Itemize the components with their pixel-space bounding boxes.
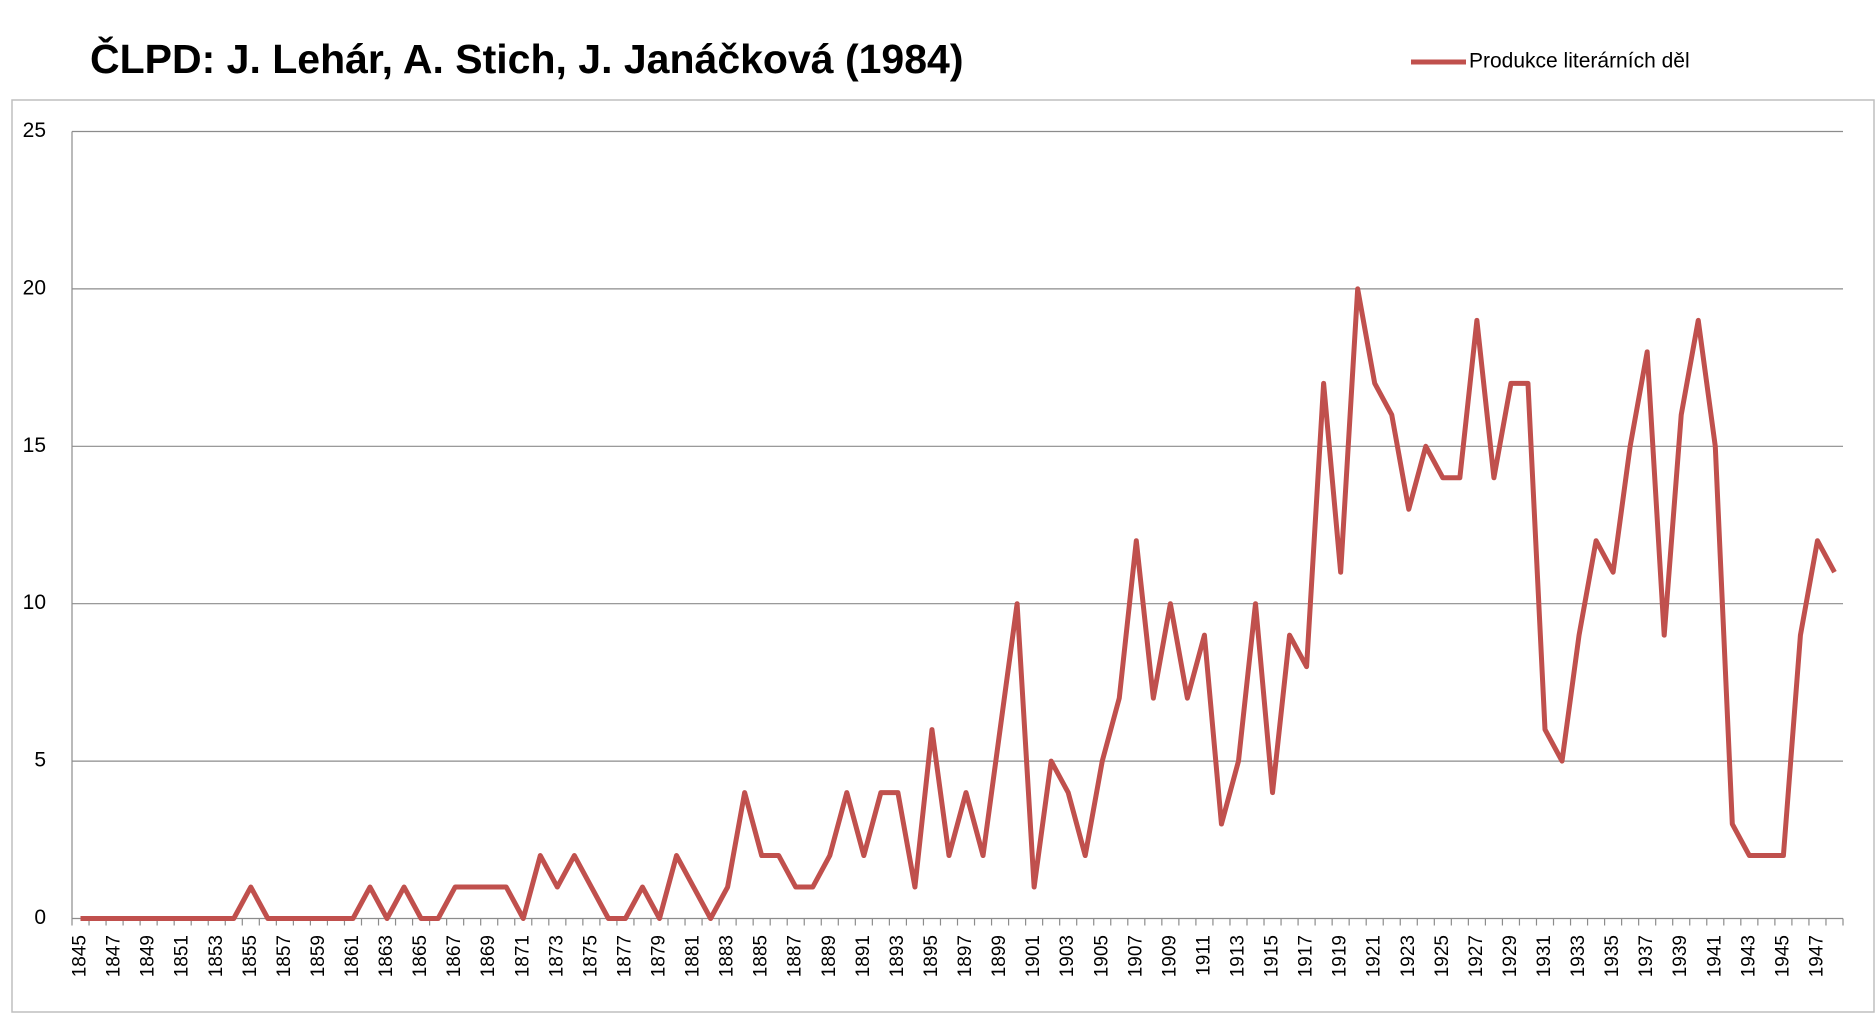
x-tick-label: 1947 [1806, 935, 1827, 977]
x-tick-label: 1903 [1057, 935, 1078, 977]
x-tick-label: 1895 [921, 935, 942, 977]
x-tick-label: 1941 [1704, 935, 1725, 977]
x-tick-label: 1917 [1296, 935, 1317, 977]
y-tick-label: 20 [23, 276, 46, 299]
y-tick-label: 25 [23, 119, 46, 142]
x-tick-label: 1923 [1398, 935, 1419, 977]
y-tick-label: 5 [34, 749, 46, 772]
y-tick-label: 15 [23, 434, 46, 457]
x-tick-label: 1853 [206, 935, 227, 977]
x-tick-label: 1925 [1432, 935, 1453, 977]
x-tick-label: 1863 [376, 935, 397, 977]
x-tick-label: 1879 [649, 935, 670, 977]
legend-label: Produkce literárních děl [1469, 50, 1690, 73]
x-tick-label: 1859 [308, 935, 329, 977]
x-tick-label: 1875 [580, 935, 601, 977]
x-tick-label: 1877 [614, 935, 635, 977]
x-tick-label: 1921 [1364, 935, 1385, 977]
x-tick-label: 1889 [819, 935, 840, 977]
x-tick-label: 1887 [785, 935, 806, 977]
y-tick-label: 10 [23, 591, 46, 614]
x-tick-label: 1857 [274, 935, 295, 977]
x-tick-label: 1933 [1568, 935, 1589, 977]
x-tick-label: 1897 [955, 935, 976, 977]
chart-title: ČLPD: J. Lehár, A. Stich, J. Janáčková (… [90, 36, 964, 82]
x-tick-label: 1845 [70, 935, 91, 977]
x-tick-label: 1869 [478, 935, 499, 977]
x-tick-label: 1883 [717, 935, 738, 977]
x-tick-label: 1871 [512, 935, 533, 977]
x-tick-label: 1945 [1772, 935, 1793, 977]
y-tick-label: 0 [34, 906, 46, 929]
x-tick-label: 1927 [1466, 935, 1487, 977]
x-tick-label: 1891 [853, 935, 874, 977]
x-tick-label: 1929 [1500, 935, 1521, 977]
x-tick-label: 1915 [1262, 935, 1283, 977]
x-tick-label: 1939 [1670, 935, 1691, 977]
x-tick-label: 1861 [342, 935, 363, 977]
x-tick-label: 1851 [172, 935, 193, 977]
x-tick-label: 1911 [1193, 935, 1214, 976]
x-tick-label: 1855 [240, 935, 261, 977]
x-tick-label: 1873 [546, 935, 567, 977]
x-tick-label: 1931 [1534, 935, 1555, 977]
x-tick-label: 1899 [989, 935, 1010, 977]
data-line [80, 286, 1837, 921]
x-tick-label: 1905 [1091, 935, 1112, 977]
x-tick-label: 1865 [410, 935, 431, 977]
x-tick-label: 1909 [1159, 935, 1180, 977]
x-tick-label: 1943 [1738, 935, 1759, 977]
x-tick-label: 1847 [104, 935, 125, 977]
x-tick-label: 1881 [683, 935, 704, 977]
x-tick-label: 1849 [138, 935, 159, 977]
chart-frame [11, 99, 1875, 1013]
x-tick-label: 1885 [751, 935, 772, 977]
x-tick-label: 1919 [1330, 935, 1351, 977]
x-tick-label: 1937 [1636, 935, 1657, 977]
x-tick-label: 1893 [887, 935, 908, 977]
x-tick-label: 1867 [444, 935, 465, 977]
x-tick-label: 1935 [1602, 935, 1623, 977]
x-tick-label: 1913 [1227, 935, 1248, 977]
x-tick-label: 1901 [1023, 935, 1044, 977]
x-tick-label: 1907 [1125, 935, 1146, 977]
